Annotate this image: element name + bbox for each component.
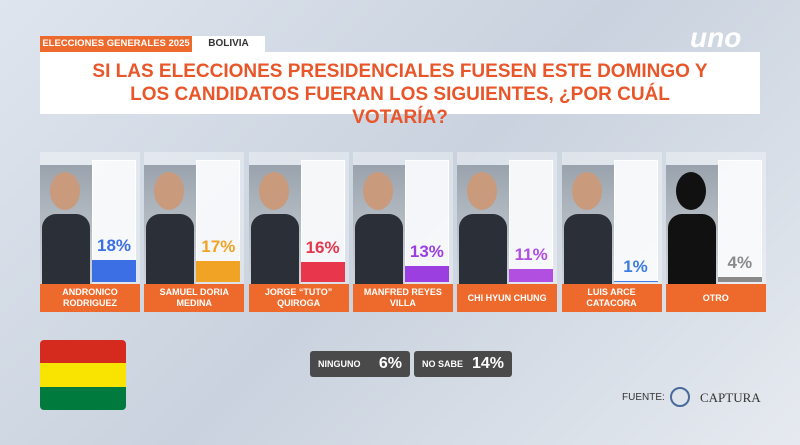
photo-body: [250, 214, 299, 284]
photo-head: [362, 172, 393, 210]
photo-head: [50, 172, 80, 210]
bar-column: [717, 160, 762, 282]
candidate-name: JORGE “TUTO” QUIROGA: [248, 284, 349, 312]
value-label: 17%: [201, 237, 236, 257]
value-label: 11%: [514, 244, 548, 264]
extra-pill: NINGUNO 6%: [310, 351, 410, 377]
value-label: 13%: [409, 242, 444, 262]
bar-column: [404, 160, 449, 282]
value-label: 1%: [623, 256, 648, 276]
bar-column: [509, 160, 554, 282]
photo-head: [571, 172, 602, 210]
bar: [92, 260, 136, 282]
candidate-name: CHI HYUN CHUNG: [457, 284, 558, 312]
bar: [613, 280, 658, 282]
value-label: 4%: [727, 253, 753, 273]
photo-head: [154, 172, 185, 210]
photo-body: [42, 214, 90, 284]
extra-value: 6%: [378, 355, 402, 372]
photo-body: [459, 214, 508, 284]
photo-body: [667, 214, 716, 284]
photo-head: [467, 172, 498, 210]
extra-label: NO SABE: [422, 359, 464, 369]
photo-head: [675, 172, 706, 210]
source-icon: [670, 387, 690, 407]
source-name: CAPTURA: [700, 390, 761, 405]
candidate-name: SAMUEL DORIA MEDINA: [144, 284, 245, 312]
candidate-name: LUIS ARCE CATACORA: [561, 284, 662, 312]
candidate-name: ANDRONICO RODRIGUEZ: [40, 284, 140, 312]
bar: [300, 262, 345, 282]
value-label: 18%: [96, 236, 132, 256]
channel-logo: uno: [690, 22, 742, 53]
extra-label: NINGUNO: [318, 359, 361, 369]
header-country: BOLIVIA: [192, 36, 265, 52]
bar: [404, 266, 449, 282]
bar: [196, 261, 241, 282]
chart-title: SI LAS ELECCIONES PRESIDENCIALES FUESEN …: [40, 52, 760, 128]
photo-body: [563, 214, 612, 284]
candidate-name: OTRO: [665, 284, 766, 312]
bar: [717, 277, 762, 282]
source-label: FUENTE:: [622, 392, 665, 403]
photo-body: [354, 214, 403, 284]
header-tag: ELECCIONES GENERALES 2025: [40, 36, 192, 52]
flag: [40, 340, 126, 410]
candidate-name: MANFRED REYES VILLA: [352, 284, 453, 312]
photo-body: [146, 214, 195, 284]
value-label: 16%: [305, 238, 340, 258]
extra-pill: NO SABE 14%: [414, 351, 512, 377]
photo-head: [258, 172, 289, 210]
extra-value: 14%: [471, 355, 504, 372]
bar: [509, 268, 554, 282]
